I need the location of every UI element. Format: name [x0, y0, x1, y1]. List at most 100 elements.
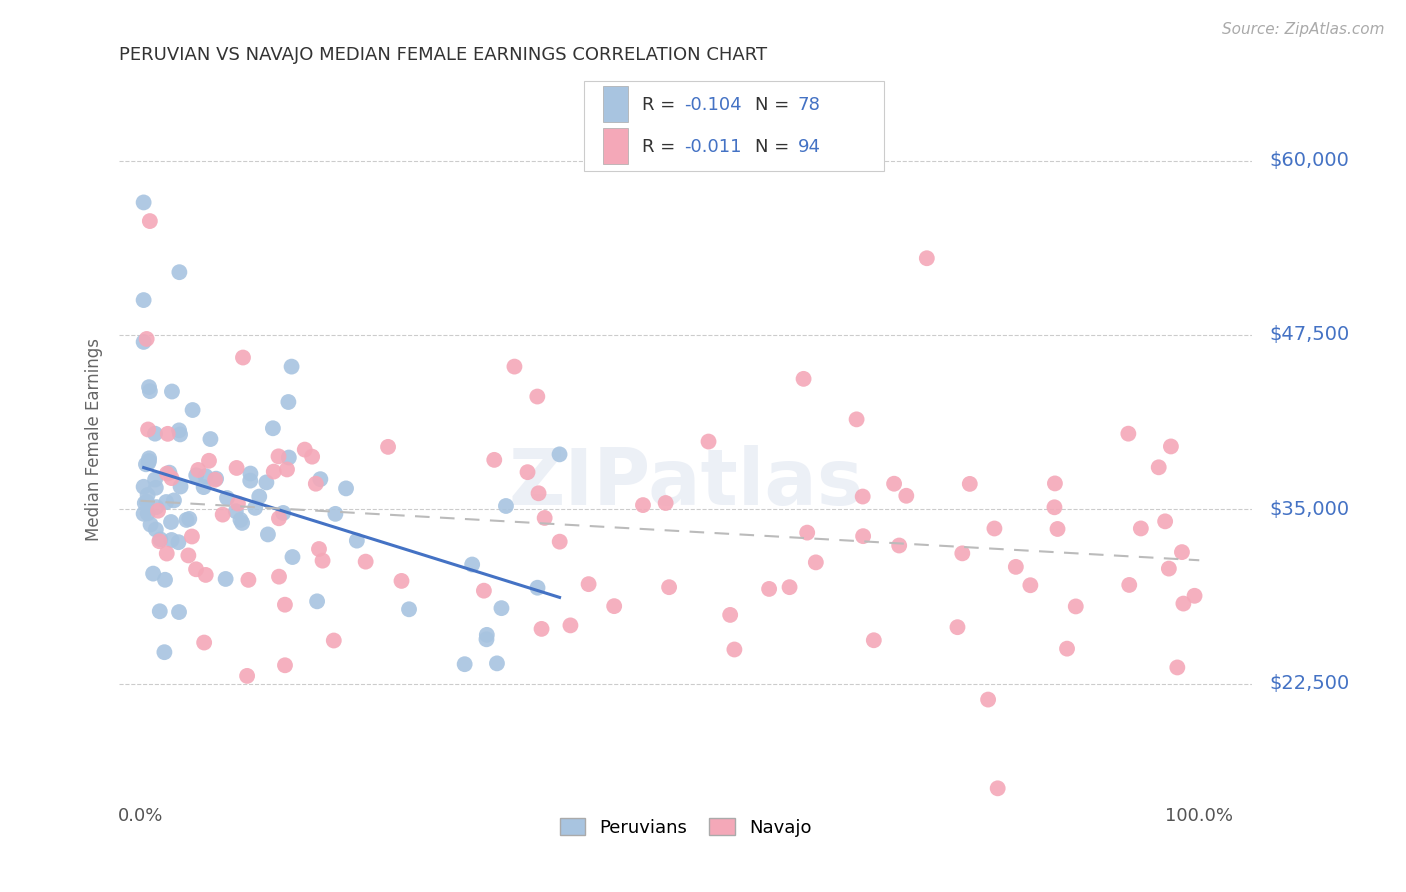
Point [180, 529, 202, 543]
Point [294, 442, 316, 457]
Point [132, 480, 155, 494]
Point [136, 488, 159, 502]
Point [231, 516, 253, 530]
Point [526, 390, 548, 404]
Point [149, 604, 172, 618]
Point [472, 583, 495, 598]
Point [1064, 599, 1087, 614]
Point [181, 403, 204, 417]
Point [138, 451, 160, 466]
Point [453, 657, 475, 672]
Point [276, 462, 298, 476]
Point [167, 535, 190, 549]
Point [134, 496, 156, 510]
Text: $35,000: $35,000 [1270, 500, 1350, 519]
Point [157, 466, 180, 480]
Point [247, 490, 270, 504]
Point [852, 490, 875, 504]
Point [200, 432, 222, 446]
Point [516, 465, 538, 479]
Point [977, 692, 1000, 706]
Point [959, 476, 981, 491]
Point [160, 384, 183, 399]
Point [263, 465, 285, 479]
Point [153, 573, 176, 587]
Point [198, 454, 221, 468]
Point [135, 458, 157, 472]
Point [153, 645, 176, 659]
Point [301, 450, 323, 464]
Point [305, 476, 328, 491]
Point [187, 463, 209, 477]
Point [484, 453, 506, 467]
Point [194, 469, 217, 483]
Point [243, 500, 266, 515]
Point [1043, 476, 1066, 491]
Point [779, 580, 801, 594]
Point [277, 450, 299, 465]
Point [697, 434, 720, 449]
Point [527, 486, 550, 500]
Point [225, 461, 247, 475]
Point [322, 633, 344, 648]
Point [135, 332, 157, 346]
Point [281, 549, 304, 564]
Point [138, 454, 160, 468]
Point [132, 334, 155, 349]
Point [280, 359, 302, 374]
Point [560, 618, 582, 632]
Point [1184, 589, 1206, 603]
Point [491, 601, 513, 615]
Point [267, 450, 290, 464]
Point [267, 569, 290, 583]
Point [143, 473, 166, 487]
Point [143, 426, 166, 441]
Point [194, 568, 217, 582]
Point [148, 534, 170, 549]
Point [1118, 578, 1140, 592]
Point [1160, 440, 1182, 454]
Point [160, 471, 183, 485]
Point [950, 546, 973, 560]
Point [184, 562, 207, 576]
Point [142, 566, 165, 581]
Point [238, 573, 260, 587]
Bar [603, 128, 628, 164]
Point [495, 499, 517, 513]
Point [658, 580, 681, 594]
Point [308, 541, 330, 556]
Point [274, 598, 297, 612]
Point [503, 359, 526, 374]
Point [267, 511, 290, 525]
Point [1166, 660, 1188, 674]
Text: N =: N = [755, 137, 794, 155]
Point [145, 523, 167, 537]
Point [631, 498, 654, 512]
Point [262, 421, 284, 435]
Text: 78: 78 [799, 95, 821, 114]
Point [1118, 426, 1140, 441]
Text: -0.011: -0.011 [685, 137, 742, 155]
Y-axis label: Median Female Earnings: Median Female Earnings [86, 338, 103, 541]
Point [149, 533, 172, 547]
Point [325, 507, 347, 521]
Point [204, 473, 226, 487]
FancyBboxPatch shape [583, 80, 884, 171]
Point [1173, 597, 1195, 611]
Point [138, 380, 160, 394]
Point [1129, 521, 1152, 535]
Text: $22,500: $22,500 [1270, 674, 1350, 693]
Point [1154, 514, 1177, 528]
Point [135, 495, 157, 509]
Point [277, 395, 299, 409]
Point [307, 594, 329, 608]
Point [169, 479, 191, 493]
Point [758, 582, 780, 596]
Point [1043, 500, 1066, 515]
Point [354, 555, 377, 569]
Point [254, 475, 277, 490]
Point [160, 515, 183, 529]
Text: N =: N = [755, 95, 794, 114]
Point [156, 426, 179, 441]
Point [391, 574, 413, 588]
